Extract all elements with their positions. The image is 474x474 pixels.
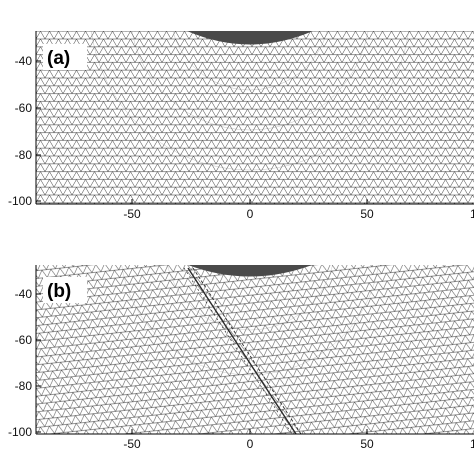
x-tick-label: 50 — [360, 437, 374, 451]
indenter-a — [187, 31, 313, 45]
panel-a: -40 -60 -80 -100 -50 0 50 1 (a) — [8, 31, 474, 221]
x-tick-label: -50 — [123, 207, 141, 221]
y-tick-label: -40 — [15, 54, 33, 68]
panel-label-b: (b) — [47, 281, 71, 302]
y-tick-label: -40 — [15, 287, 33, 301]
panel-label-bg — [43, 277, 87, 303]
panel-b: -40 -60 -80 -100 -50 0 50 1 (b) — [8, 265, 474, 451]
y-tick-label: -60 — [15, 333, 33, 347]
mesh-b — [36, 265, 474, 434]
x-tick-label: 50 — [360, 207, 374, 221]
panel-label-a: (a) — [47, 48, 70, 69]
crack-band — [183, 267, 302, 434]
x-tick-label: 0 — [247, 207, 254, 221]
y-tick-label: -100 — [8, 194, 32, 208]
x-tick-label: -50 — [123, 437, 141, 451]
x-tick-label: 1 — [470, 437, 474, 451]
y-tick-label: -60 — [15, 101, 33, 115]
y-tick-label: -80 — [15, 148, 33, 162]
panel-label-bg — [43, 44, 87, 70]
y-tick-label: -80 — [15, 379, 33, 393]
mesh-a — [36, 31, 474, 204]
y-tick-label: -100 — [8, 425, 32, 439]
indenter-b — [188, 265, 312, 277]
x-tick-label: 1 — [470, 207, 474, 221]
x-tick-label: 0 — [247, 437, 254, 451]
